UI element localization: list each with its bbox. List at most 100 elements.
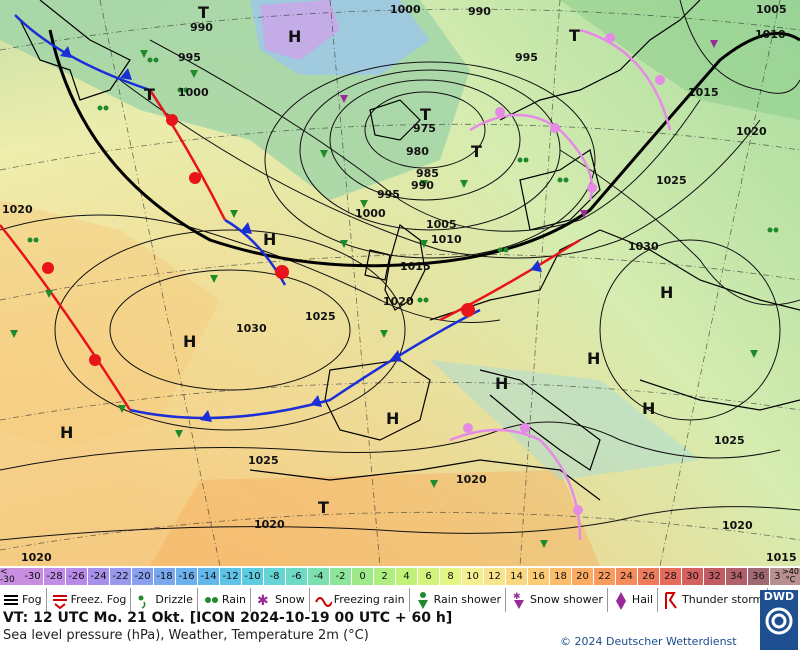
swirl-icon xyxy=(765,607,793,635)
high-low-marker: H xyxy=(642,399,655,418)
isobar-label: 1015 xyxy=(766,551,797,564)
occlusion-front xyxy=(469,113,594,201)
weather-legend-item: Rain shower xyxy=(414,588,507,612)
scale-above-value: >40 xyxy=(782,567,799,576)
scale-cell: -12 xyxy=(220,568,242,585)
scale-cell: -14 xyxy=(198,568,220,585)
isobar-label: 990 xyxy=(468,5,491,18)
scale-cell: 28 xyxy=(660,568,682,585)
high-low-marker: T xyxy=(318,498,329,517)
warm-front xyxy=(148,89,227,221)
isobar-label: 1025 xyxy=(714,434,745,447)
weather-legend-label: Thunder storm xyxy=(682,593,764,606)
isobar-label: 980 xyxy=(406,145,429,158)
scale-cell: 24 xyxy=(616,568,638,585)
scale-cell: 8 xyxy=(440,568,462,585)
weather-legend-item: Freezing rain xyxy=(314,588,410,612)
pressure-labels: 1000 990 1005 995 990 995 1000 975 980 9… xyxy=(2,3,797,564)
weather-legend: Fog Freez. Fog Drizzle Rain ✱ Snow Freezing ra… xyxy=(2,588,772,612)
weather-symbols xyxy=(10,40,779,548)
scale-cell: -28 xyxy=(44,568,66,585)
isobar-label: 975 xyxy=(413,122,436,135)
isobar-label: 1025 xyxy=(248,454,279,467)
high-low-marker: H xyxy=(495,374,508,393)
isobar-label: 1020 xyxy=(736,125,767,138)
svg-text:✱: ✱ xyxy=(513,592,521,602)
high-low-marker: T xyxy=(569,26,580,45)
isobar-label: 1020 xyxy=(456,473,487,486)
scale-cell: -24 xyxy=(88,568,110,585)
scale-below-symbol: < xyxy=(0,567,8,577)
weather-legend-item: Freez. Fog xyxy=(51,588,132,612)
occlusion-front xyxy=(579,28,672,131)
scale-cell: -6 xyxy=(286,568,308,585)
scale-cell: -18 xyxy=(154,568,176,585)
scale-cell: -20 xyxy=(132,568,154,585)
snow-shower-icon: ✱ xyxy=(513,592,525,609)
scale-cell: 20 xyxy=(572,568,594,585)
legend-panel: < -30 -30 -28 -26 -24 -22 -20 -18 -16 -14 -12 -10-… xyxy=(0,566,800,653)
scale-cell: 36 xyxy=(748,568,770,585)
fog-icon xyxy=(4,595,18,605)
weather-map: 1000 990 1005 995 990 995 1000 975 980 9… xyxy=(0,0,800,566)
scale-cell: -30 xyxy=(22,568,44,585)
weather-legend-label: Snow shower xyxy=(530,593,603,606)
high-low-marker: H xyxy=(263,230,276,249)
isobar-label: 1020 xyxy=(383,295,414,308)
isobar-label: 995 xyxy=(377,188,400,201)
scale-cell: -8 xyxy=(264,568,286,585)
map-svg: 1000 990 1005 995 990 995 1000 975 980 9… xyxy=(0,0,800,566)
scale-cell: 26 xyxy=(638,568,660,585)
weather-legend-item: Thunder storm xyxy=(662,588,769,612)
isobar-label: 1020 xyxy=(21,551,52,564)
weather-legend-label: Freezing rain xyxy=(333,593,405,606)
high-low-marker: T xyxy=(198,3,209,22)
weather-legend-label: Fog xyxy=(22,593,42,606)
high-low-marker: H xyxy=(60,423,73,442)
scale-below-marker: < -30 xyxy=(0,568,22,585)
drizzle-icon xyxy=(138,595,146,609)
weather-legend-label: Rain shower xyxy=(433,593,502,606)
isobar-label: 1020 xyxy=(2,203,33,216)
isobar-label: 1030 xyxy=(628,240,659,253)
high-low-marker: H xyxy=(386,409,399,428)
freezing-rain-icon xyxy=(314,597,332,607)
thunderstorm-icon xyxy=(665,592,677,609)
scale-cell: 16 xyxy=(528,568,550,585)
isobar-label: 1015 xyxy=(400,260,431,273)
scale-cell: -4 xyxy=(308,568,330,585)
high-low-marker: H xyxy=(288,27,301,46)
warm-front xyxy=(439,238,581,322)
weather-legend-label: Hail xyxy=(631,593,654,606)
scale-cell: -10 xyxy=(242,568,264,585)
pressure-centres: H T T T T T H H H H H H H H T xyxy=(60,3,673,517)
scale-cell: 18 xyxy=(550,568,572,585)
weather-legend-label: Rain xyxy=(221,593,247,606)
weather-legend-item: Hail xyxy=(612,588,659,612)
cold-front xyxy=(129,308,481,420)
map-description: Sea level pressure (hPa), Weather, Tempe… xyxy=(3,628,369,643)
isobar-bold xyxy=(48,29,800,268)
temperature-scale: -30 -28 -26 -24 -22 -20 -18 -16 -14 -12 -10 -8 -6 -4-… xyxy=(22,568,792,585)
scale-below-value: -30 xyxy=(0,575,15,585)
weather-legend-label: Drizzle xyxy=(155,593,193,606)
scale-cell: -2 xyxy=(330,568,352,585)
isobars xyxy=(0,0,800,541)
snow-icon: ✱ xyxy=(257,593,269,609)
weather-legend-item: Fog xyxy=(2,588,47,612)
weather-legend-label: Freez. Fog xyxy=(70,593,127,606)
isobar-label: 1030 xyxy=(236,322,267,335)
isobar-label: 985 xyxy=(416,167,439,180)
isobar-label: 1020 xyxy=(254,518,285,531)
rain-icon xyxy=(204,597,218,603)
isobar-label: 1005 xyxy=(426,218,457,231)
scale-cell: 14 xyxy=(506,568,528,585)
isobar-label: 990 xyxy=(411,179,434,192)
scale-cell: 34 xyxy=(726,568,748,585)
high-low-marker: T xyxy=(420,105,431,124)
svg-text:✱: ✱ xyxy=(257,593,269,609)
high-low-marker: H xyxy=(587,349,600,368)
weather-legend-item: ✱ Snow xyxy=(255,588,310,612)
isobar-label: 1025 xyxy=(305,310,336,323)
high-low-marker: H xyxy=(183,332,196,351)
